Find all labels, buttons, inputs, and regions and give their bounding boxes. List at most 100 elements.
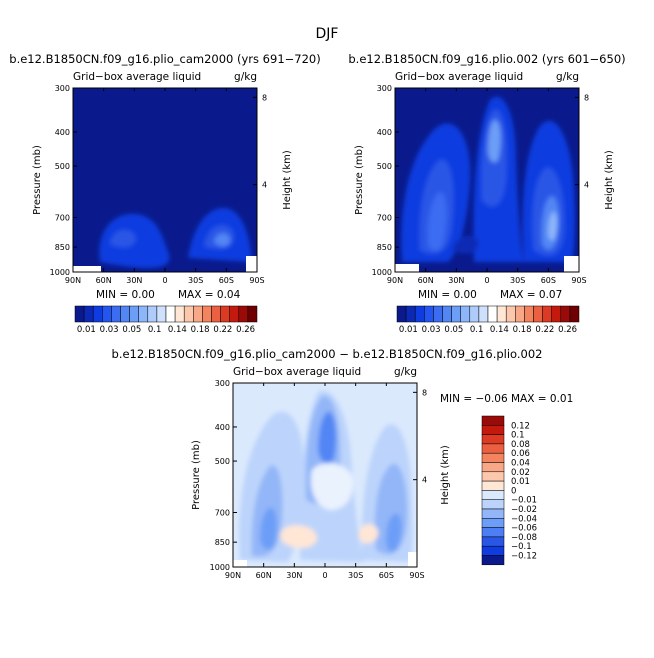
contour-field — [233, 383, 417, 567]
x-tick-label: 90N — [65, 276, 81, 285]
y-tick-label: 1000 — [372, 268, 392, 277]
colorbar-label: 0.18 — [191, 325, 210, 335]
y-tick-label: 500 — [55, 162, 70, 171]
colorbar-label: −0.08 — [511, 533, 537, 543]
colorbar-label: 0.1 — [511, 431, 525, 441]
x-tick-label: 30N — [448, 276, 464, 285]
x-tick-label: 60N — [256, 571, 272, 580]
y-tick-label: 300 — [377, 84, 392, 93]
colorbar-swatch — [460, 305, 471, 323]
colorbar-swatch — [147, 305, 158, 323]
colorbar-swatch — [481, 434, 505, 445]
x-tick-label: 30N — [286, 571, 302, 580]
colorbar-swatch — [220, 305, 230, 323]
y-tick-right-label: 8 — [584, 93, 589, 102]
colorbar-label: 0.14 — [168, 325, 187, 335]
colorbar-swatch — [74, 305, 85, 323]
x-tick-label: 30S — [188, 276, 203, 285]
colorbar-swatch — [129, 305, 139, 323]
colorbar-label: 0.22 — [213, 325, 232, 335]
y-tick-label: 700 — [215, 508, 230, 517]
colorbar-swatch — [481, 527, 505, 538]
x-tick-label: 0 — [322, 571, 327, 580]
max-label: MAX = 0.04 — [178, 289, 241, 301]
y-tick-label: 400 — [55, 128, 70, 137]
minmax-label: MIN = −0.06 MAX = 0.01 — [440, 393, 573, 405]
x-tick-label: 30N — [126, 276, 142, 285]
colorbar-swatch — [247, 305, 258, 323]
min-label: MIN = 0.00 — [96, 289, 155, 301]
colorbar-swatch — [451, 305, 461, 323]
y-axis-label-right: Height (km) — [604, 150, 615, 210]
colorbar-label: 0.01 — [511, 477, 530, 487]
colorbar-label: 0.02 — [511, 468, 530, 478]
colorbar-label: −0.04 — [511, 514, 537, 524]
colorbar-swatch — [238, 305, 249, 323]
y-tick-label: 1000 — [210, 563, 230, 572]
colorbar-top-right: 0.01 0.03 0.05 0.1 0.14 0.18 0.22 0.26 — [396, 305, 580, 335]
y-tick-right-label: 8 — [262, 93, 267, 102]
colorbar-swatch — [481, 443, 505, 454]
axes: 90N 60N 30N 0 30S 60S 90S 300 400 500 700 850 1000 8 4 — [372, 84, 589, 285]
min-label: MIN = 0.00 — [418, 289, 477, 301]
colorbar-swatch — [111, 305, 121, 323]
colorbar-swatch — [165, 305, 176, 323]
colorbar-swatch — [481, 425, 505, 435]
x-tick-label: 60S — [541, 276, 556, 285]
axes: 90N 60N 30N 0 30S 60S 90S 300 400 500 700 850 1000 8 4 — [50, 84, 267, 285]
panel-title: b.e12.B1850CN.f09_g16.plio.002 (yrs 601−… — [348, 52, 625, 66]
colorbar-swatch — [83, 305, 94, 323]
panel-top-right: b.e12.B1850CN.f09_g16.plio.002 (yrs 601−… — [348, 52, 625, 301]
colorbar-label: 0.01 — [399, 325, 418, 335]
colorbar-label: 0.1 — [148, 325, 162, 335]
colorbar-top-left: 0.01 0.03 0.05 0.1 0.14 0.18 0.22 0.26 — [74, 305, 258, 335]
colorbar-label: 0.14 — [490, 325, 509, 335]
colorbar-swatch — [396, 305, 407, 323]
colorbar-swatch — [211, 305, 221, 323]
y-tick-right-label: 4 — [422, 476, 427, 485]
colorbar-swatch — [481, 518, 505, 528]
colorbar-swatch — [92, 305, 103, 323]
colorbar-swatch — [481, 508, 505, 519]
y-tick-label: 850 — [377, 243, 392, 252]
x-tick-label: 90S — [249, 276, 264, 285]
colorbar-swatch — [533, 305, 543, 323]
y-tick-label: 700 — [55, 213, 70, 222]
colorbar-swatch — [481, 555, 505, 566]
panel-subtitle-right: g/kg — [556, 71, 579, 83]
colorbar-swatch — [542, 305, 552, 323]
colorbar-swatch — [481, 545, 505, 556]
colorbar-swatch — [481, 499, 505, 510]
colorbar-swatch — [405, 305, 416, 323]
figure-title: DJF — [316, 26, 339, 42]
y-tick-label: 700 — [377, 213, 392, 222]
colorbar-swatch — [487, 305, 498, 323]
colorbar-swatch — [481, 536, 505, 547]
x-tick-label: 0 — [162, 276, 167, 285]
panel-subtitle-right: g/kg — [394, 366, 417, 378]
colorbar-label: 0.1 — [470, 325, 484, 335]
colorbar-swatch — [193, 305, 203, 323]
y-axis-label-right: Height (km) — [440, 445, 451, 505]
colorbar-label: 0.05 — [122, 325, 141, 335]
colorbar-label: 0.06 — [511, 449, 530, 459]
contour-field — [395, 88, 579, 272]
contour-field — [73, 88, 257, 272]
colorbar-label: 0.26 — [236, 325, 255, 335]
colorbar-swatch — [551, 305, 562, 323]
colorbar-label: 0.03 — [422, 325, 441, 335]
colorbar-swatch — [496, 305, 507, 323]
colorbar-swatch — [202, 305, 212, 323]
colorbar-label: −0.1 — [511, 542, 532, 552]
colorbar-swatch — [174, 305, 185, 323]
y-axis-label-right: Height (km) — [282, 150, 293, 210]
x-tick-label: 60S — [379, 571, 394, 580]
y-tick-label: 500 — [215, 457, 230, 466]
colorbar-swatch — [515, 305, 525, 323]
colorbar-swatch — [414, 305, 425, 323]
colorbar-swatch — [469, 305, 480, 323]
colorbar-label: 0.08 — [511, 440, 530, 450]
x-tick-label: 60S — [219, 276, 234, 285]
colorbar-swatch — [424, 305, 434, 323]
